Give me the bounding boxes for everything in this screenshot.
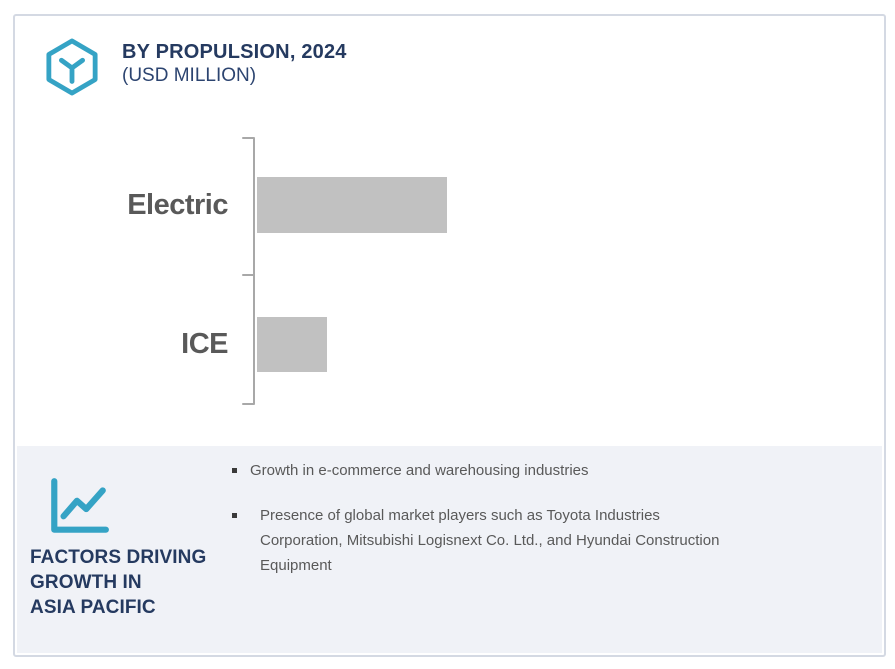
factors-panel: FACTORS DRIVING GROWTH IN ASIA PACIFIC G… xyxy=(17,446,882,653)
factors-heading-line: FACTORS DRIVING xyxy=(30,547,207,568)
bullet-square-icon xyxy=(232,468,237,473)
factors-bullet-list: Growth in e-commerce and warehousing ind… xyxy=(232,458,732,598)
category-label-electric: Electric xyxy=(127,189,228,221)
chart-subtitle: (USD MILLION) xyxy=(122,65,257,86)
list-item: Growth in e-commerce and warehousing ind… xyxy=(232,458,732,483)
bullet-text: Growth in e-commerce and warehousing ind… xyxy=(250,462,589,479)
infographic-card: BY PROPULSION, 2024 (USD MILLION) Electr… xyxy=(13,14,886,657)
list-item: Presence of global market players such a… xyxy=(232,503,732,578)
bullet-square-icon xyxy=(232,513,237,518)
category-label-ice: ICE xyxy=(181,328,228,360)
chart-header: BY PROPULSION, 2024 (USD MILLION) xyxy=(122,40,347,88)
factors-heading-line: ASIA PACIFIC xyxy=(30,597,156,618)
factors-heading: FACTORS DRIVING GROWTH IN ASIA PACIFIC xyxy=(30,545,206,620)
chart-title: BY PROPULSION, 2024 xyxy=(122,41,347,63)
trend-line-chart-icon xyxy=(51,478,109,533)
chart-axis xyxy=(242,137,255,405)
cube-hexagon-icon xyxy=(46,38,98,96)
bar-ice xyxy=(257,317,327,372)
bullet-text: Presence of global market players such a… xyxy=(260,507,720,574)
factors-heading-line: GROWTH IN xyxy=(30,572,142,593)
bar-electric xyxy=(257,177,447,233)
